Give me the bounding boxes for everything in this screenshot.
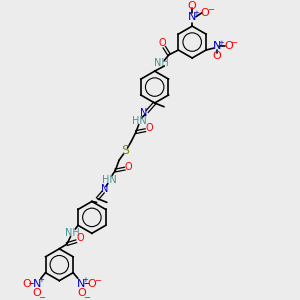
Text: +: + [193,10,199,16]
Text: O: O [213,51,222,61]
Text: +: + [38,277,44,283]
Text: N: N [140,108,147,118]
Text: O: O [224,41,233,51]
Text: O: O [76,233,84,244]
Text: O: O [77,288,86,298]
Text: O: O [200,8,209,18]
Text: N: N [188,12,196,22]
Text: −: − [207,5,214,14]
Text: NH: NH [65,228,80,238]
Text: O: O [33,288,41,298]
Text: NH: NH [154,58,169,68]
Text: −: − [83,293,90,300]
Text: O: O [88,279,96,289]
Text: −: − [38,293,45,300]
Text: +: + [218,40,224,46]
Text: N: N [213,41,221,51]
Text: +: + [82,277,88,283]
Text: N: N [33,279,41,289]
Text: −: − [231,38,238,47]
Text: S: S [122,144,130,157]
Text: O: O [159,38,166,49]
Text: N: N [77,279,86,289]
Text: N: N [101,184,109,194]
Text: O: O [188,1,197,10]
Text: −: − [94,276,101,285]
Text: O: O [22,279,31,289]
Text: O: O [124,162,132,172]
Text: O: O [145,123,153,133]
Text: HN: HN [132,116,147,126]
Text: HN: HN [102,175,117,185]
